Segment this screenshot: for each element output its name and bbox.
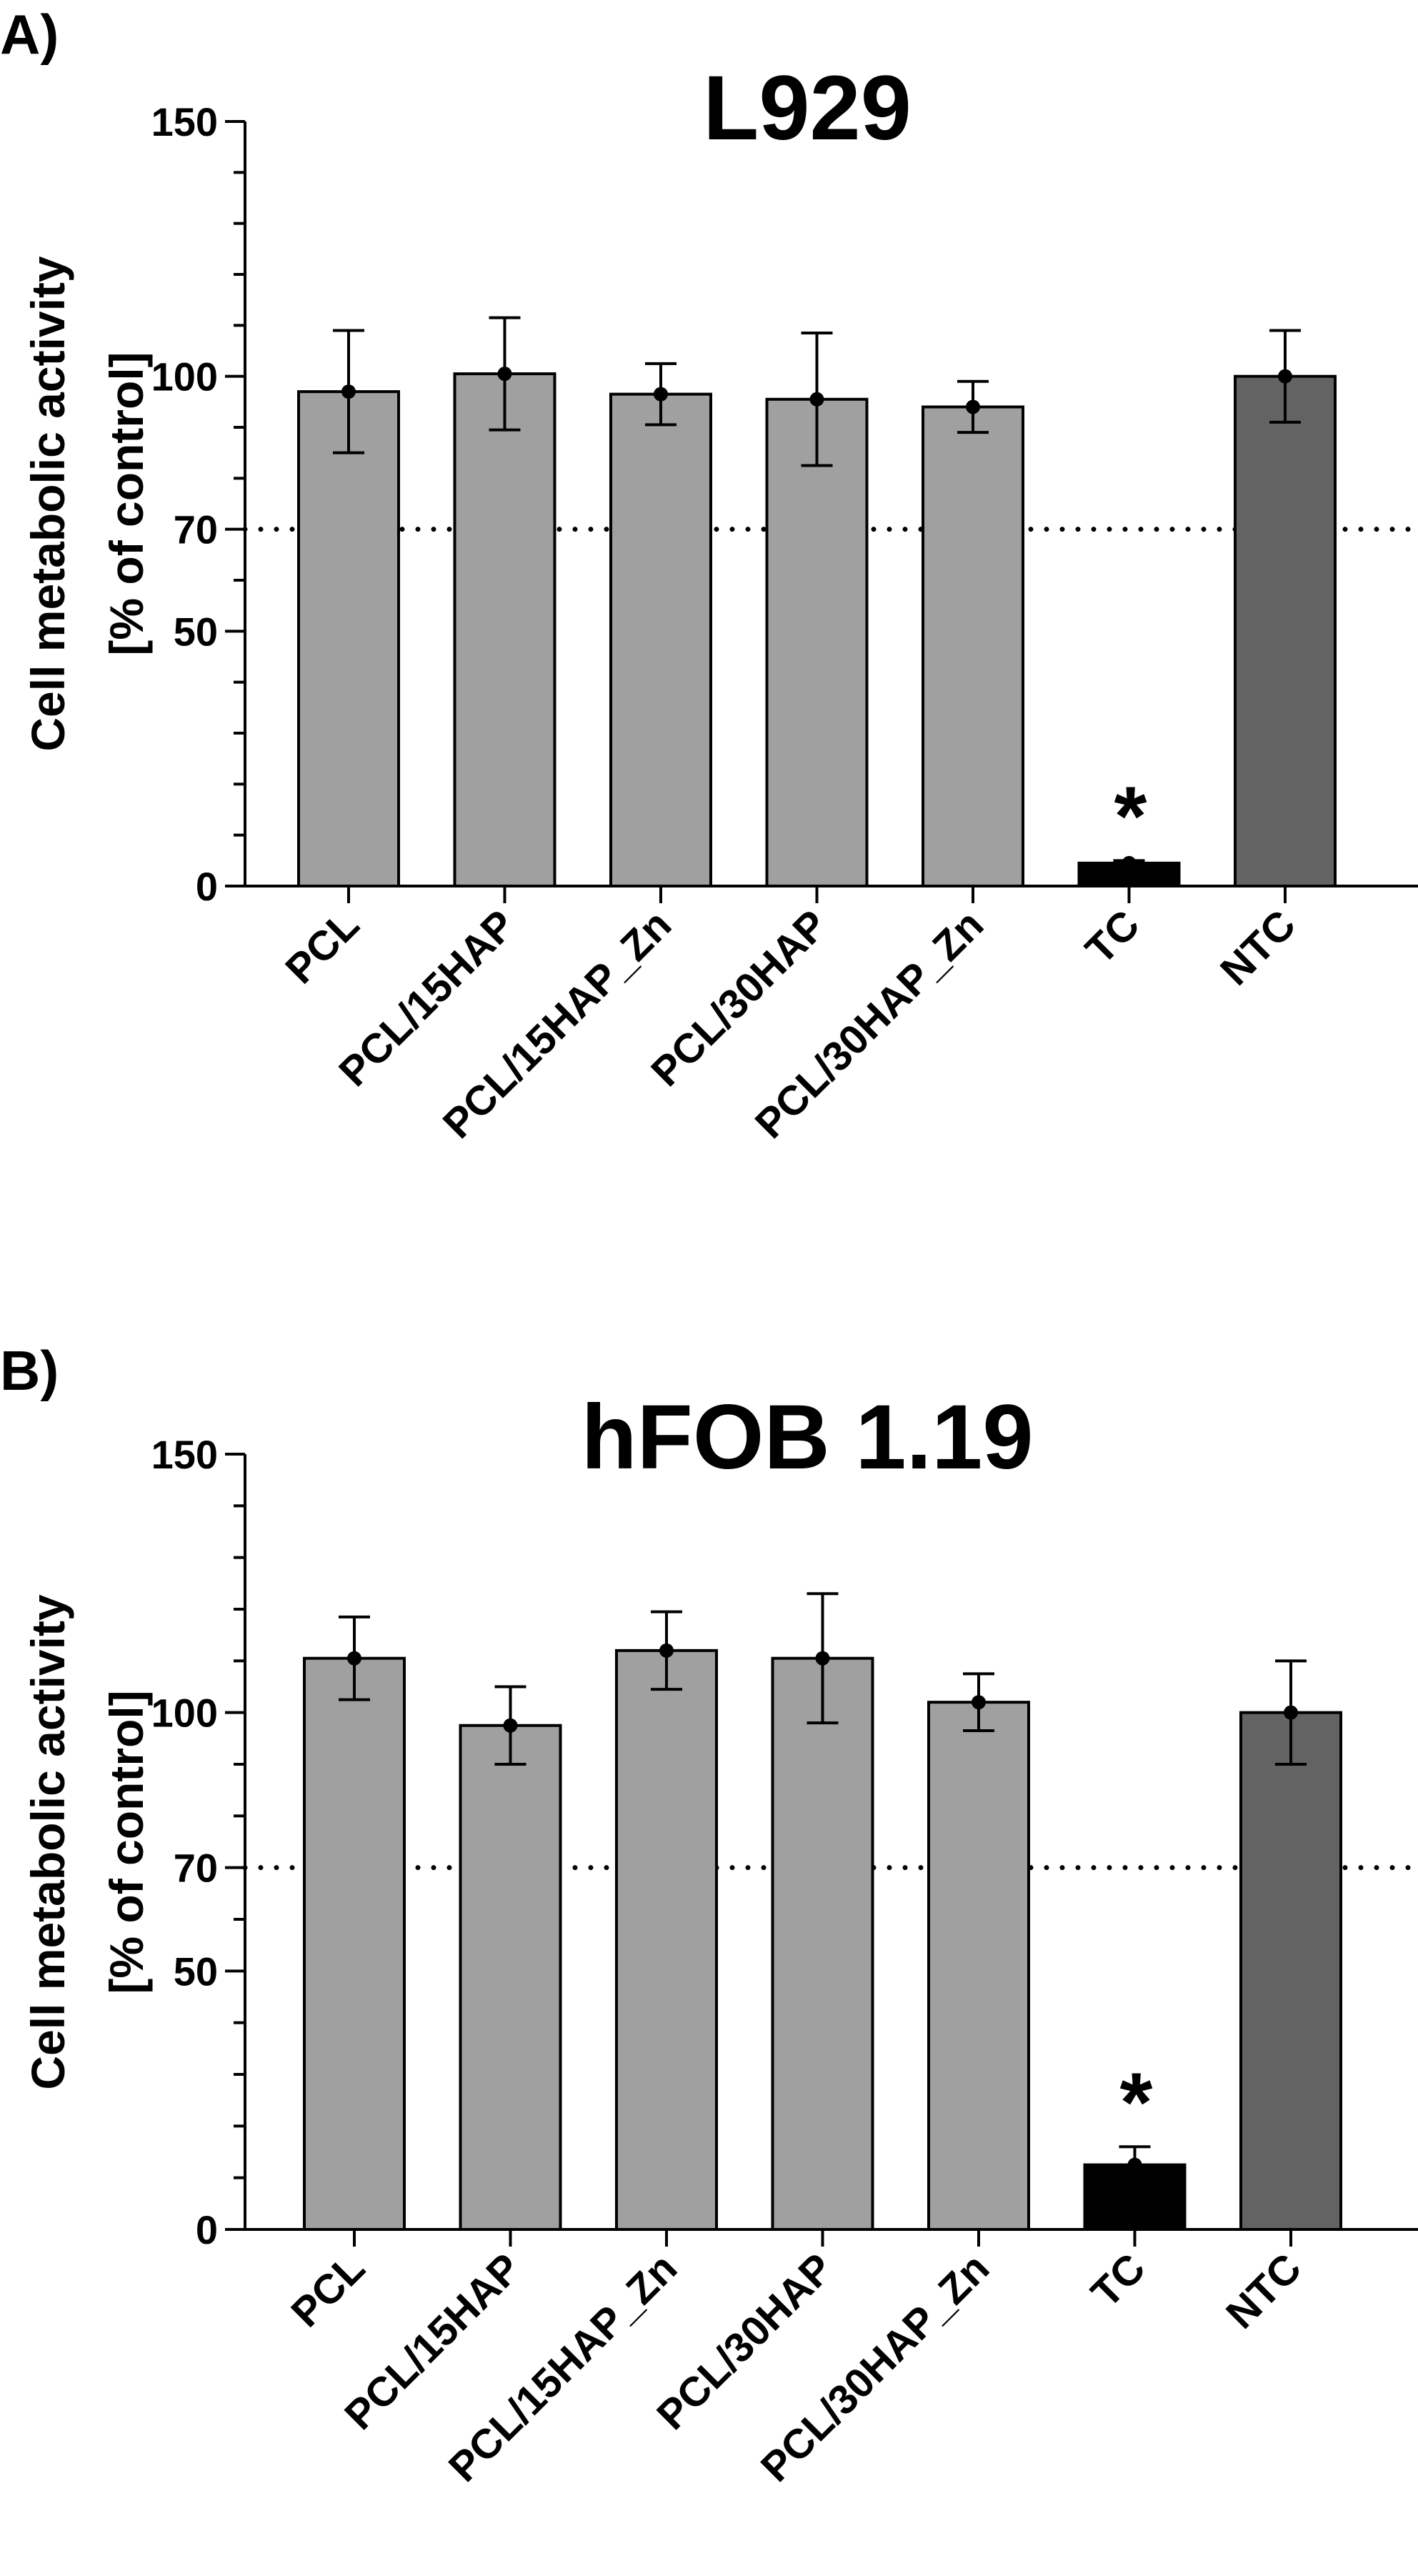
mean-point xyxy=(815,1651,830,1666)
mean-point xyxy=(659,1643,674,1658)
y-tick-label: 100 xyxy=(151,1691,218,1736)
x-tick-label: PCL xyxy=(276,901,368,993)
panel-label: B) xyxy=(0,1339,59,1402)
y-axis-label-line1: Cell metabolic activity xyxy=(21,1594,74,2090)
y-tick-label: 70 xyxy=(174,507,218,552)
y-axis-label-line1: Cell metabolic activity xyxy=(21,256,74,752)
bar-ntc xyxy=(1239,1711,1342,2232)
mean-point xyxy=(347,1651,361,1666)
y-tick-label: 100 xyxy=(151,354,218,399)
y-axis-label-line2: [% of control] xyxy=(100,352,153,655)
chart-panel-b: B) hFOB 1.19 Cell metabolic activity [% of … xyxy=(0,1339,1418,2491)
y-axis-label-line2: [% of control] xyxy=(100,1690,153,1994)
significance-star: * xyxy=(1114,769,1147,863)
y-tick-label: 50 xyxy=(174,609,218,654)
chart-title: L929 xyxy=(703,57,912,159)
y-tick-label: 0 xyxy=(196,2207,218,2252)
bar-pcl-30hap-zn xyxy=(922,405,1024,887)
mean-point xyxy=(503,1718,518,1733)
x-tick-label: PCL xyxy=(282,2244,374,2336)
y-tick-label: 0 xyxy=(196,864,218,909)
x-tick-label: TC xyxy=(1077,901,1149,973)
mean-point xyxy=(654,387,668,402)
y-tick-label: 50 xyxy=(174,1949,218,1994)
chart-title: hFOB 1.19 xyxy=(581,1386,1033,1488)
chart-panel-a: A) L929 Cell metabolic activity [% of contr… xyxy=(0,3,1418,1148)
significance-star: * xyxy=(1120,2055,1153,2149)
y-tick-label: 150 xyxy=(151,1432,218,1477)
mean-point xyxy=(1278,369,1292,384)
mean-point xyxy=(809,392,824,407)
y-tick-label: 150 xyxy=(151,99,218,144)
x-tick-label: NTC xyxy=(1217,2244,1310,2337)
bar-pcl-15hap xyxy=(459,1724,562,2231)
mean-point xyxy=(1122,855,1137,870)
mean-point xyxy=(972,1695,986,1710)
bar-pcl-15hap-zn xyxy=(609,392,712,887)
x-tick-label: TC xyxy=(1082,2244,1154,2317)
bar-pcl-15hap-zn xyxy=(615,1648,718,2232)
bar-pcl-30hap xyxy=(765,397,869,887)
bar-pcl-30hap-zn xyxy=(927,1701,1030,2231)
mean-point xyxy=(341,384,356,399)
y-tick-label: 70 xyxy=(174,1846,218,1891)
mean-point xyxy=(966,399,980,414)
bar-pcl xyxy=(303,1656,406,2231)
bar-pcl xyxy=(297,390,400,887)
mean-point xyxy=(497,367,512,382)
bar-ntc xyxy=(1234,374,1337,887)
bar-pcl-15hap xyxy=(453,372,556,887)
mean-point xyxy=(1127,2157,1142,2172)
mean-point xyxy=(1284,1705,1298,1720)
panel-label: A) xyxy=(0,3,59,66)
x-tick-label: NTC xyxy=(1212,901,1304,994)
bar-pcl-30hap xyxy=(771,1656,874,2231)
